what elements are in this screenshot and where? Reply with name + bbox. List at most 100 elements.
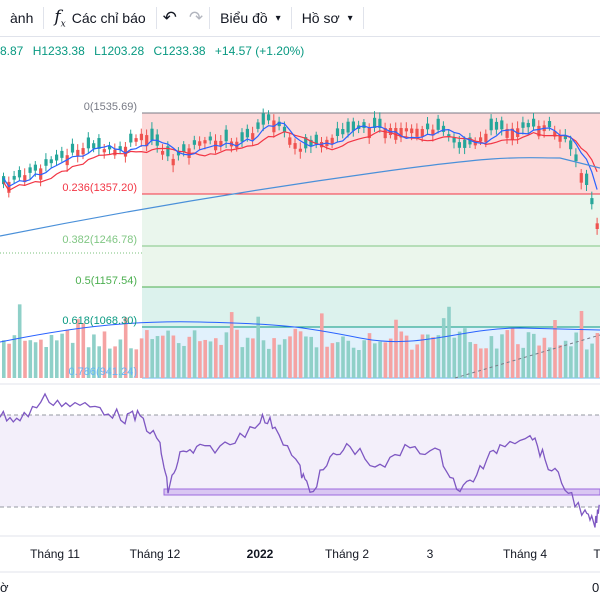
candle-body (283, 127, 286, 132)
candle-body (13, 176, 16, 180)
candle-body (580, 173, 583, 183)
volume-bar (256, 317, 260, 378)
volume-bar (214, 338, 218, 378)
volume-bar (394, 320, 398, 378)
candle-body (92, 143, 95, 148)
volume-bar (7, 344, 11, 378)
volume-bar (357, 350, 361, 378)
volume-bar (150, 339, 154, 378)
candle-body (129, 134, 132, 143)
candle-body (405, 128, 408, 131)
volume-bar (140, 338, 144, 378)
volume-bar (198, 341, 202, 378)
volume-bar (161, 336, 165, 378)
volume-bar (23, 341, 27, 378)
candle-body (484, 134, 487, 142)
volume-bar (574, 332, 578, 378)
candle-body (103, 149, 106, 152)
volume-bar (50, 335, 54, 378)
candle-body (198, 141, 201, 145)
time-axis-label: 3 (427, 547, 434, 561)
volume-bar (511, 328, 515, 378)
volume-bar (320, 313, 324, 378)
volume-bar (415, 344, 419, 378)
candle-body (241, 132, 244, 141)
fib-zone (142, 194, 600, 246)
volume-bar (559, 345, 563, 378)
candle-body (76, 150, 79, 157)
candle-body (172, 159, 175, 165)
volume-bar (590, 344, 594, 378)
price-chart[interactable]: 0(1535.69)0.236(1357.20)0.382(1246.78)0.… (0, 0, 600, 600)
candle-body (532, 119, 535, 127)
time-axis-label: Tháng 2 (325, 547, 369, 561)
candle-body (458, 142, 461, 148)
candle-body (341, 129, 344, 134)
volume-bar (193, 330, 197, 378)
candle-body (415, 129, 418, 137)
volume-bar (442, 318, 446, 378)
candle-body (113, 150, 116, 156)
time-axis-label: Tháng 4 (503, 547, 547, 561)
volume-bar (362, 340, 366, 378)
time-axis-label: Tháng 12 (130, 547, 181, 561)
volume-bar (55, 340, 59, 378)
volume-bar (453, 338, 457, 378)
volume-bar (156, 336, 160, 378)
candle-body (55, 155, 58, 161)
volume-bar (18, 304, 22, 378)
candle-body (479, 137, 482, 141)
volume-bar (13, 335, 17, 378)
candle-body (7, 182, 10, 193)
volume-bar (548, 347, 552, 378)
volume-bar (596, 333, 600, 378)
candle-body (203, 140, 206, 143)
fib-level-label: 0(1535.69) (84, 101, 137, 113)
volume-bar (500, 334, 504, 378)
candle-body (225, 130, 228, 142)
volume-bar (431, 337, 435, 378)
candle-body (150, 129, 153, 141)
candle-body (437, 119, 440, 130)
candle-body (362, 122, 365, 128)
volume-bar (145, 330, 149, 378)
candle-body (590, 198, 593, 204)
volume-bar (490, 336, 494, 378)
candle-body (256, 122, 259, 128)
volume-bar (172, 336, 176, 378)
volume-bar (39, 340, 43, 378)
volume-bar (267, 349, 271, 378)
fib-level-label: 0.5(1157.54) (75, 275, 137, 287)
volume-bar (484, 348, 488, 378)
candle-body (82, 148, 85, 154)
candle-body (500, 120, 503, 129)
volume-bar (44, 347, 48, 378)
volume-bar (405, 336, 409, 378)
candle-body (262, 113, 265, 124)
candle-body (288, 137, 291, 144)
fib-level-label: 0.786(941.24) (69, 366, 138, 378)
time-axis-label: Tháng 11 (30, 547, 80, 561)
volume-bar (209, 341, 213, 378)
rsi-support-zone (164, 489, 600, 495)
volume-bar (521, 348, 525, 378)
volume-bar (347, 341, 351, 378)
volume-bar (262, 340, 266, 378)
volume-bar (447, 307, 451, 378)
candle-body (193, 140, 196, 145)
candle-body (347, 122, 350, 133)
candle-body (410, 129, 413, 134)
volume-bar (527, 332, 531, 378)
volume-bar (219, 345, 223, 378)
volume-bar (479, 348, 483, 378)
volume-bar (235, 330, 239, 378)
volume-bar (325, 347, 329, 378)
candle-body (426, 124, 429, 130)
candle-body (574, 154, 577, 161)
footer-right-label: 0 (592, 580, 599, 595)
volume-bar (272, 338, 276, 378)
candle-body (585, 174, 588, 185)
volume-bar (29, 340, 33, 378)
candle-body (463, 140, 466, 148)
candle-body (166, 146, 169, 156)
